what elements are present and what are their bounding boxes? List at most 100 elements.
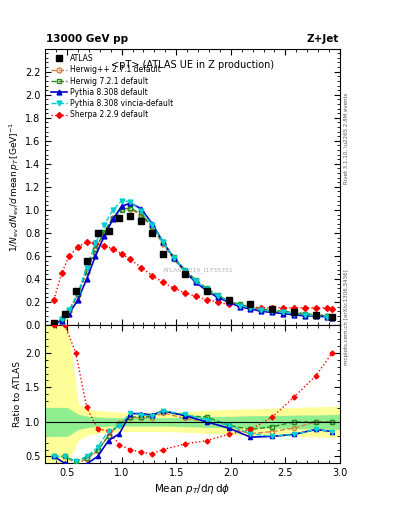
Herwig 7.2.1 default: [102, 229, 107, 235]
Herwig++ 2.7.1 default: [84, 269, 89, 275]
Pythia 8.308 default: [215, 294, 220, 301]
Pythia 8.308 vincia-default: [204, 286, 209, 292]
Pythia 8.308 default: [330, 315, 335, 322]
Pythia 8.308 vincia-default: [172, 255, 176, 261]
Pythia 8.308 vincia-default: [67, 307, 72, 313]
Pythia 8.308 vincia-default: [102, 222, 107, 228]
Sherpa 2.2.9 default: [270, 305, 275, 311]
Pythia 8.308 default: [75, 297, 80, 303]
Pythia 8.308 vincia-default: [150, 222, 154, 228]
Text: mcplots.cern.ch [arXiv:1306.3436]: mcplots.cern.ch [arXiv:1306.3436]: [344, 270, 349, 365]
Herwig 7.2.1 default: [183, 267, 187, 273]
Pythia 8.308 vincia-default: [51, 321, 56, 327]
Sherpa 2.2.9 default: [75, 244, 80, 250]
Herwig 7.2.1 default: [67, 307, 72, 313]
Pythia 8.308 vincia-default: [270, 308, 275, 314]
Sherpa 2.2.9 default: [110, 246, 115, 252]
Sherpa 2.2.9 default: [248, 304, 253, 310]
Text: <pT> (ATLAS UE in Z production): <pT> (ATLAS UE in Z production): [111, 60, 274, 70]
Herwig 7.2.1 default: [215, 292, 220, 298]
ATLAS: [150, 230, 154, 236]
Herwig 7.2.1 default: [139, 211, 143, 218]
Line: Sherpa 2.2.9 default: Sherpa 2.2.9 default: [52, 240, 334, 311]
Pythia 8.308 vincia-default: [314, 313, 318, 319]
Pythia 8.308 vincia-default: [292, 310, 296, 316]
Herwig++ 2.7.1 default: [128, 206, 133, 212]
Herwig++ 2.7.1 default: [161, 242, 165, 248]
Herwig++ 2.7.1 default: [193, 280, 198, 286]
Pythia 8.308 default: [93, 253, 98, 259]
Pythia 8.308 vincia-default: [139, 208, 143, 214]
Sherpa 2.2.9 default: [102, 243, 107, 249]
ATLAS: [73, 288, 78, 294]
Sherpa 2.2.9 default: [59, 270, 64, 276]
Pythia 8.308 vincia-default: [84, 264, 89, 270]
Pythia 8.308 default: [270, 309, 275, 315]
Herwig++ 2.7.1 default: [51, 321, 56, 327]
Herwig 7.2.1 default: [325, 313, 329, 319]
Herwig 7.2.1 default: [281, 308, 286, 314]
Sherpa 2.2.9 default: [172, 285, 176, 291]
ATLAS: [248, 301, 253, 307]
ATLAS: [226, 297, 231, 303]
Sherpa 2.2.9 default: [128, 257, 133, 263]
Herwig 7.2.1 default: [172, 254, 176, 260]
Herwig 7.2.1 default: [75, 291, 80, 297]
Pythia 8.308 default: [102, 233, 107, 240]
Herwig 7.2.1 default: [303, 310, 307, 316]
Pythia 8.308 default: [259, 308, 264, 314]
ATLAS: [183, 271, 187, 278]
Herwig++ 2.7.1 default: [330, 314, 335, 320]
Pythia 8.308 default: [51, 321, 56, 327]
Legend: ATLAS, Herwig++ 2.7.1 default, Herwig 7.2.1 default, Pythia 8.308 default, Pythi: ATLAS, Herwig++ 2.7.1 default, Herwig 7.…: [48, 51, 177, 122]
Herwig++ 2.7.1 default: [204, 288, 209, 294]
Pythia 8.308 vincia-default: [237, 303, 242, 309]
Herwig++ 2.7.1 default: [93, 247, 98, 253]
Pythia 8.308 default: [325, 314, 329, 320]
Pythia 8.308 default: [226, 299, 231, 305]
Sherpa 2.2.9 default: [93, 240, 98, 246]
Line: Pythia 8.308 vincia-default: Pythia 8.308 vincia-default: [51, 198, 335, 326]
Pythia 8.308 default: [303, 313, 307, 319]
Sherpa 2.2.9 default: [84, 239, 89, 245]
Herwig++ 2.7.1 default: [281, 309, 286, 315]
ATLAS: [51, 319, 56, 326]
ATLAS: [139, 218, 143, 224]
Sherpa 2.2.9 default: [281, 305, 286, 311]
Text: Z+Jet: Z+Jet: [307, 33, 339, 44]
Pythia 8.308 default: [193, 280, 198, 286]
Pythia 8.308 default: [183, 268, 187, 274]
Herwig++ 2.7.1 default: [67, 308, 72, 314]
Herwig 7.2.1 default: [226, 298, 231, 304]
Pythia 8.308 vincia-default: [128, 199, 133, 205]
ATLAS: [270, 306, 275, 312]
Line: Herwig++ 2.7.1 default: Herwig++ 2.7.1 default: [51, 206, 335, 326]
Herwig++ 2.7.1 default: [139, 212, 143, 219]
Herwig 7.2.1 default: [84, 268, 89, 274]
Pythia 8.308 default: [84, 276, 89, 282]
Pythia 8.308 vincia-default: [226, 298, 231, 304]
Sherpa 2.2.9 default: [226, 301, 231, 307]
Sherpa 2.2.9 default: [237, 303, 242, 309]
Herwig 7.2.1 default: [259, 306, 264, 312]
Pythia 8.308 default: [119, 203, 124, 209]
Pythia 8.308 default: [161, 239, 165, 245]
Herwig 7.2.1 default: [248, 304, 253, 310]
ATLAS: [204, 288, 209, 294]
Text: Rivet 3.1.10, \u2265 2.8M events: Rivet 3.1.10, \u2265 2.8M events: [344, 93, 349, 184]
Herwig++ 2.7.1 default: [119, 206, 124, 212]
Sherpa 2.2.9 default: [193, 293, 198, 300]
X-axis label: Mean $p_T/\mathrm{d}\eta\,\mathrm{d}\phi$: Mean $p_T/\mathrm{d}\eta\,\mathrm{d}\phi…: [154, 482, 231, 497]
Herwig++ 2.7.1 default: [59, 316, 64, 323]
Sherpa 2.2.9 default: [314, 305, 318, 311]
Herwig 7.2.1 default: [270, 307, 275, 313]
Pythia 8.308 default: [281, 310, 286, 316]
Sherpa 2.2.9 default: [119, 251, 124, 257]
Herwig++ 2.7.1 default: [226, 299, 231, 305]
Herwig 7.2.1 default: [110, 215, 115, 221]
Sherpa 2.2.9 default: [204, 297, 209, 303]
Sherpa 2.2.9 default: [330, 306, 335, 312]
Pythia 8.308 vincia-default: [193, 279, 198, 285]
Herwig 7.2.1 default: [330, 314, 335, 320]
ATLAS: [95, 230, 100, 236]
